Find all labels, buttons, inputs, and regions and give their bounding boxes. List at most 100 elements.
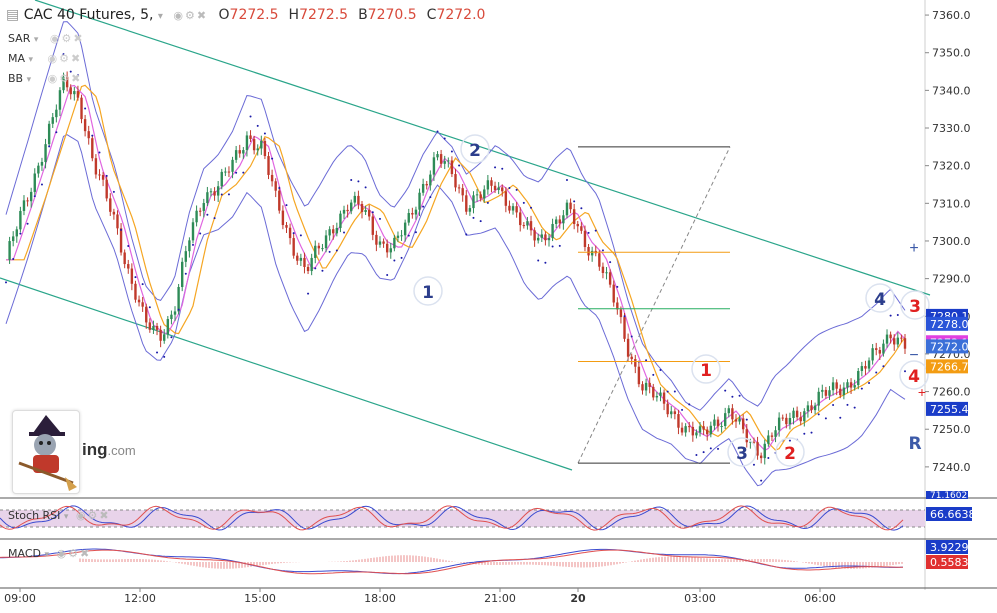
price-tag[interactable]: 7272.0 [926, 339, 969, 354]
candle-body [612, 284, 615, 303]
candle-body [26, 200, 29, 202]
candle-body [749, 441, 752, 443]
candle-body [795, 410, 799, 418]
sar-dot [19, 232, 22, 235]
candle-body [501, 187, 504, 192]
sar-dot [112, 190, 115, 193]
macd-tag-box [926, 540, 968, 554]
sar-dot [652, 373, 655, 376]
indicator-macd-icons[interactable]: ◉⚙✖ [56, 547, 92, 560]
sar-dot [803, 432, 806, 435]
x-tick-label: 12:00 [124, 592, 156, 605]
candle-body [770, 435, 774, 437]
candle-body [285, 225, 288, 228]
candle-body [662, 392, 666, 404]
header-settings-icons[interactable]: ◉⚙✖ [173, 9, 209, 22]
candle-body [810, 405, 813, 411]
candle-body [673, 411, 677, 415]
candle-body [260, 140, 263, 149]
price-tag[interactable]: 7278.0 [926, 316, 969, 331]
sar-dot [271, 157, 274, 160]
sar-dot [889, 314, 892, 317]
indicator-macd[interactable]: MACD ▾ ◉⚙✖ [8, 547, 92, 560]
candle-body [173, 311, 177, 315]
sar-dot [69, 70, 72, 73]
candle-body [335, 227, 339, 234]
candle-body [558, 219, 561, 224]
indicator-ma[interactable]: MA ▾ ◉⚙✖ [8, 52, 83, 65]
sar-dot [472, 216, 475, 219]
candle-body [893, 338, 896, 345]
sar-dot [695, 454, 698, 457]
sar-dot [48, 145, 51, 148]
candle-body [601, 266, 605, 273]
candle-body [447, 160, 450, 162]
candle-body [759, 455, 763, 459]
sar-dot [616, 285, 619, 288]
sar-dot [537, 259, 540, 262]
candle-body [98, 174, 101, 176]
y-tick-label: 7360.0 [932, 9, 971, 22]
candle-body [900, 337, 903, 339]
candle-body [598, 253, 601, 267]
price-tag[interactable]: 7266.7 [926, 359, 969, 374]
indicator-ma-icons[interactable]: ◉⚙✖ [47, 52, 83, 65]
channel-upper-line [34, 0, 931, 296]
sar-dot [429, 196, 432, 199]
candle-body [551, 223, 554, 239]
price-tag-box [926, 401, 968, 416]
sar-dot [824, 417, 827, 420]
candle-body [191, 222, 195, 241]
menu-icon[interactable]: ▤ [6, 7, 20, 23]
candle-body [332, 229, 335, 234]
candle-body [454, 174, 457, 188]
sar-dot [522, 201, 525, 204]
candle-body [163, 334, 166, 341]
logo-text-suffix: .com [107, 443, 136, 458]
candle-body [839, 388, 842, 396]
wave-label: 4 [874, 290, 886, 310]
price-tag[interactable]: 7255.4 [926, 401, 969, 416]
wave-label-circle [460, 134, 490, 164]
candle-body [436, 154, 439, 158]
candle-body [252, 139, 256, 151]
candle-body [587, 247, 590, 256]
low-label: B [358, 7, 368, 23]
indicator-stoch-icons[interactable]: ◉⚙✖ [75, 509, 111, 522]
candle-body [547, 238, 551, 241]
zoom-out-icon: − [909, 347, 918, 364]
sar-dot [896, 314, 899, 317]
sar-dot [702, 451, 705, 454]
price-tag-label: 7278.0 [930, 318, 969, 331]
candle-body [51, 117, 54, 124]
candle-body [105, 179, 108, 199]
sar-dot [371, 211, 374, 214]
price-tag-box [926, 359, 968, 374]
candle-body [209, 191, 213, 193]
candle-body [314, 245, 317, 258]
candle-body [382, 241, 385, 244]
indicator-sar[interactable]: SAR ▾ ◉⚙✖ [8, 32, 85, 45]
wave-label: 4 [908, 367, 920, 387]
candle-body [752, 441, 756, 443]
sar-dot [414, 231, 417, 234]
candle-body [202, 203, 205, 211]
sar-dot [709, 447, 712, 450]
sar-dot [148, 306, 151, 309]
indicator-sar-icons[interactable]: ◉⚙✖ [49, 32, 85, 45]
indicator-bb-icons[interactable]: ◉⚙✖ [47, 72, 83, 85]
candle-body [267, 156, 270, 175]
open-label: O [218, 7, 230, 23]
sar-dot [163, 355, 166, 358]
wave-label: 3 [736, 444, 748, 464]
chevron-down-icon[interactable]: ▾ [157, 11, 163, 22]
indicator-bb[interactable]: BB ▾ ◉⚙✖ [8, 72, 83, 85]
sar-dot [84, 107, 87, 110]
candle-body [864, 366, 867, 369]
sar-dot [199, 232, 202, 235]
sar-dot [5, 281, 7, 284]
indicator-stoch[interactable]: Stoch RSI ▾ ◉⚙✖ [8, 509, 111, 522]
symbol-title[interactable]: CAC 40 Futures, 5, [23, 7, 154, 23]
sar-dot [738, 394, 741, 397]
